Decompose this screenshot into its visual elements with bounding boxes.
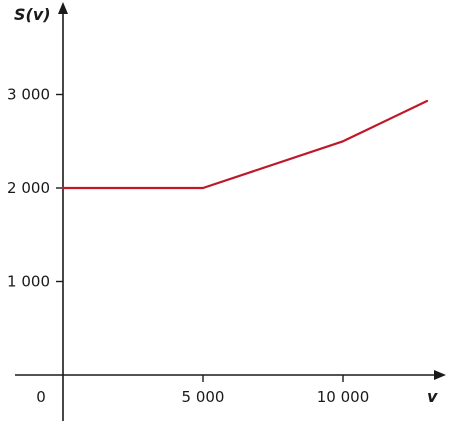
y-tick-label-0: 1 000 <box>7 273 50 291</box>
x-axis-arrow <box>434 370 446 380</box>
series-line-0 <box>61 99 429 190</box>
tick-labels: 5 000 10 000 1 000 2 000 3 000 <box>7 86 369 407</box>
y-axis-arrow <box>58 2 68 14</box>
origin-label: 0 <box>36 388 46 406</box>
y-tick-label-2: 3 000 <box>7 86 50 104</box>
ticks <box>56 93 344 382</box>
x-tick-label-0: 5 000 <box>182 388 225 406</box>
x-tick-label-1: 10 000 <box>317 388 370 406</box>
y-axis-label: S(v) <box>14 5 51 24</box>
axes <box>15 2 446 421</box>
y-tick-label-1: 2 000 <box>7 179 50 197</box>
series <box>61 99 429 190</box>
x-axis-label: v <box>427 387 438 406</box>
